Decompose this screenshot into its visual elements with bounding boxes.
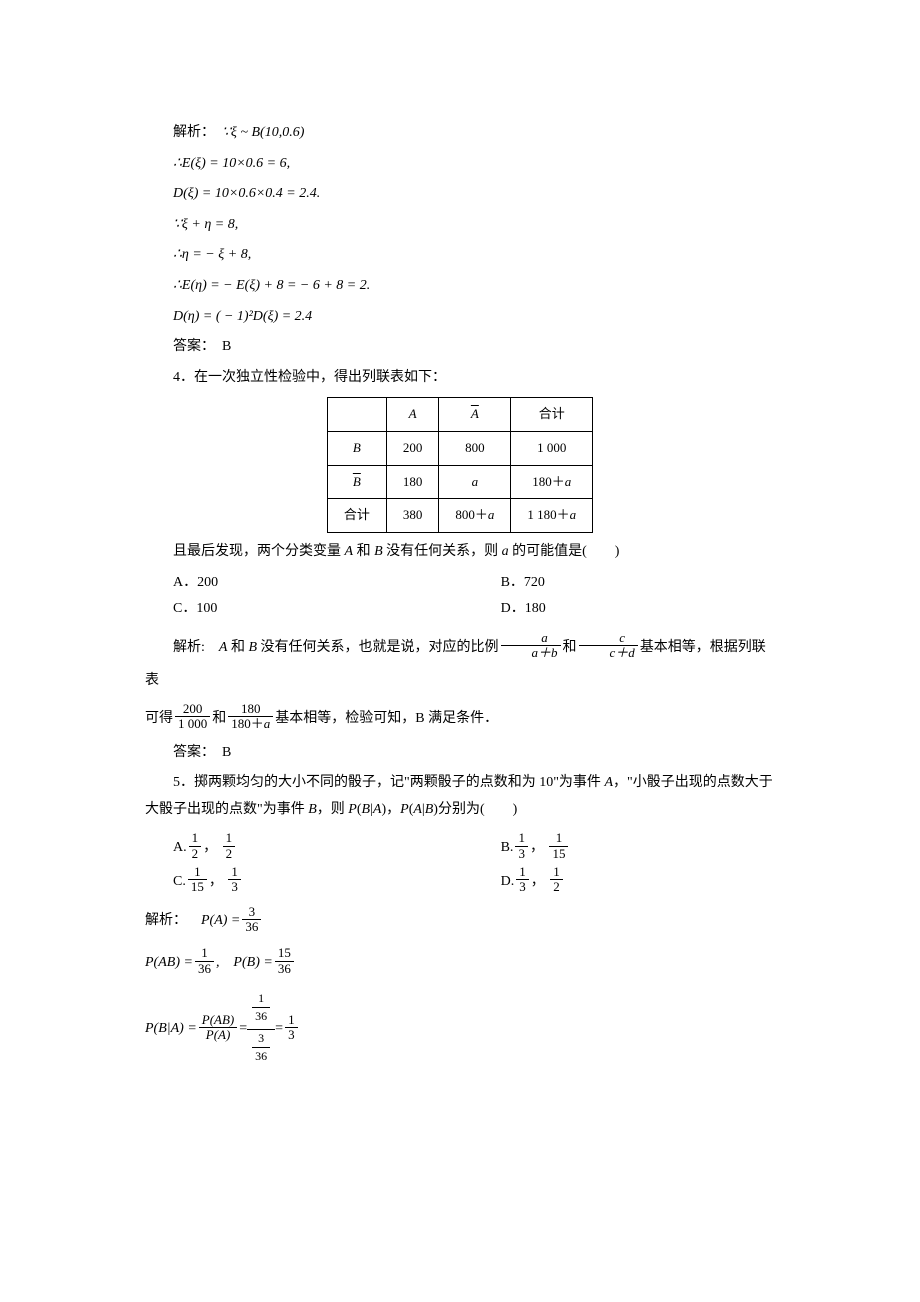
- q5-option-d: D.13， 12: [501, 865, 803, 899]
- row-label-B: B: [327, 432, 386, 466]
- solution-label: 解析：: [173, 125, 208, 140]
- q4-option-d: D．180: [501, 596, 803, 623]
- frac-180-180a: 180180＋a: [228, 702, 273, 732]
- answer-label: 答案：: [173, 745, 208, 760]
- q4-options-row1: A．200 B．720: [173, 570, 803, 597]
- q4-answer: 答案： B: [145, 740, 775, 767]
- cell: 200: [386, 432, 439, 466]
- header-cell-empty: [327, 398, 386, 432]
- q3-solution-label: 解析： ∵ξ ~ B(10,0.6): [145, 120, 775, 147]
- cell: a: [439, 465, 511, 499]
- q4-follow: 且最后发现，两个分类变量 A 和 B 没有任何关系，则 a 的可能值是( ): [145, 539, 775, 566]
- cell: 380: [386, 499, 439, 533]
- table-row-Bbar: B 180 a 180＋a: [327, 465, 592, 499]
- q3-sol-line-2: D(ξ) = 10×0.6×0.4 = 2.4.: [173, 181, 775, 208]
- q4-question: 4．在一次独立性检验中，得出列联表如下：: [145, 365, 775, 392]
- frac-a-ab: aa＋b: [501, 631, 561, 661]
- header-cell-Abar: A: [439, 398, 511, 432]
- q5-number: 5．: [173, 775, 194, 790]
- q4-options-row2: C．100 D．180: [173, 596, 803, 623]
- q3-sol-line-6: D(η) = ( − 1)²D(ξ) = 2.4: [173, 304, 775, 331]
- contingency-table: A A 合计 B 200 800 1 000 B 180 a 180＋a 合计 …: [327, 397, 593, 533]
- q4-option-c: C．100: [173, 596, 501, 623]
- row-label-Bbar: B: [327, 465, 386, 499]
- q4-text: 在一次独立性检验中，得出列联表如下：: [194, 370, 446, 385]
- q4-solution-p2: 可得2001 000和180180＋a基本相等，检验可知，B 满足条件．: [145, 702, 775, 736]
- q4-number: 4．: [173, 370, 194, 385]
- q3-sol-line-5: ∴E(η) = − E(ξ) + 8 = − 6 + 8 = 2.: [173, 273, 775, 300]
- answer-value: B: [222, 745, 231, 760]
- q4-solution-p1: 解析: A 和 B 没有任何关系，也就是说，对应的比例aa＋b和cc＋d基本相等…: [145, 631, 775, 698]
- q5-options-row1: A.12， 12 B.13， 115: [173, 831, 803, 865]
- q5-solution-eq1: 解析： P(A) = 336: [145, 907, 775, 937]
- q3-sol-line-1: ∴E(ξ) = 10×0.6 = 6,: [173, 151, 775, 178]
- q3-sol-line-4: ∴η = − ξ + 8,: [173, 242, 775, 269]
- table-header-row: A A 合计: [327, 398, 592, 432]
- row-label-total: 合计: [327, 499, 386, 533]
- table-row-B: B 200 800 1 000: [327, 432, 592, 466]
- q5-option-a: A.12， 12: [173, 831, 501, 865]
- cell: 800＋a: [439, 499, 511, 533]
- q5-options-row2: C.115， 13 D.13， 12: [173, 865, 803, 899]
- sol-label: 解析：: [145, 908, 187, 935]
- complex-frac: 136336: [247, 990, 275, 1070]
- sol-label: 解析:: [173, 640, 205, 655]
- header-cell-total: 合计: [511, 398, 593, 432]
- q4-option-a: A．200: [173, 570, 501, 597]
- q5-option-c: C.115， 13: [173, 865, 501, 899]
- q3-answer: 答案： B: [145, 334, 775, 361]
- table-row-total: 合计 380 800＋a 1 180＋a: [327, 499, 592, 533]
- answer-value: B: [222, 339, 231, 354]
- q5-question: 5．掷两颗均匀的大小不同的骰子，记"两颗骰子的点数和为 10"为事件 A，"小骰…: [145, 770, 775, 823]
- q5-solution-eq2: P(AB) = 136, P(B) = 1536: [145, 948, 775, 978]
- q3-sol-line-3: ∵ξ + η = 8,: [173, 212, 775, 239]
- frac-200-1000: 2001 000: [175, 702, 210, 732]
- cell: 180＋a: [511, 465, 593, 499]
- header-cell-A: A: [386, 398, 439, 432]
- frac-c-cd: cc＋d: [579, 631, 638, 661]
- q5-option-b: B.13， 115: [501, 831, 803, 865]
- cell: 1 180＋a: [511, 499, 593, 533]
- cell: 180: [386, 465, 439, 499]
- cell: 1 000: [511, 432, 593, 466]
- cell: 800: [439, 432, 511, 466]
- answer-label: 答案：: [173, 339, 208, 354]
- q4-option-b: B．720: [501, 570, 803, 597]
- q5-solution-eq3: P(B|A) = P(AB)P(A) = 136336 = 13: [145, 990, 775, 1070]
- q3-sol-line-0: ∵ξ ~ B(10,0.6): [222, 125, 304, 140]
